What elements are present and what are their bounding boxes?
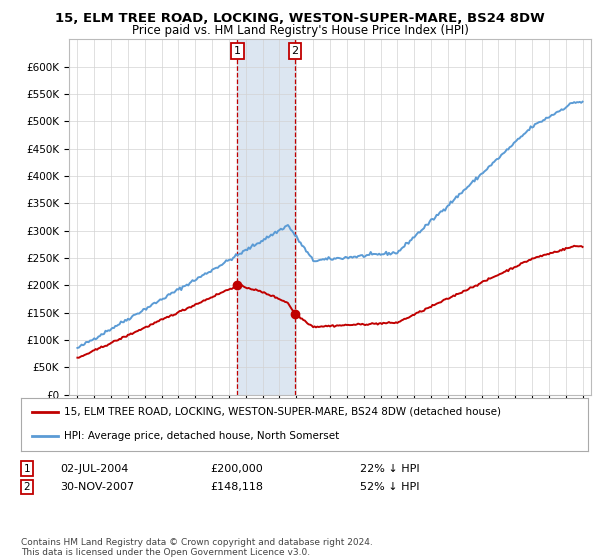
Text: Contains HM Land Registry data © Crown copyright and database right 2024.
This d: Contains HM Land Registry data © Crown c…	[21, 538, 373, 557]
Text: 15, ELM TREE ROAD, LOCKING, WESTON-SUPER-MARE, BS24 8DW (detached house): 15, ELM TREE ROAD, LOCKING, WESTON-SUPER…	[64, 407, 500, 417]
Text: £200,000: £200,000	[210, 464, 263, 474]
Text: 30-NOV-2007: 30-NOV-2007	[60, 482, 134, 492]
Text: 15, ELM TREE ROAD, LOCKING, WESTON-SUPER-MARE, BS24 8DW: 15, ELM TREE ROAD, LOCKING, WESTON-SUPER…	[55, 12, 545, 25]
Text: 02-JUL-2004: 02-JUL-2004	[60, 464, 128, 474]
Text: 2: 2	[23, 482, 31, 492]
Text: 1: 1	[23, 464, 31, 474]
Text: HPI: Average price, detached house, North Somerset: HPI: Average price, detached house, Nort…	[64, 431, 339, 441]
Text: 22% ↓ HPI: 22% ↓ HPI	[360, 464, 419, 474]
Text: Price paid vs. HM Land Registry's House Price Index (HPI): Price paid vs. HM Land Registry's House …	[131, 24, 469, 36]
Bar	[238, 39, 295, 395]
Text: 2: 2	[292, 46, 299, 56]
Text: 52% ↓ HPI: 52% ↓ HPI	[360, 482, 419, 492]
Text: 1: 1	[234, 46, 241, 56]
Text: £148,118: £148,118	[210, 482, 263, 492]
